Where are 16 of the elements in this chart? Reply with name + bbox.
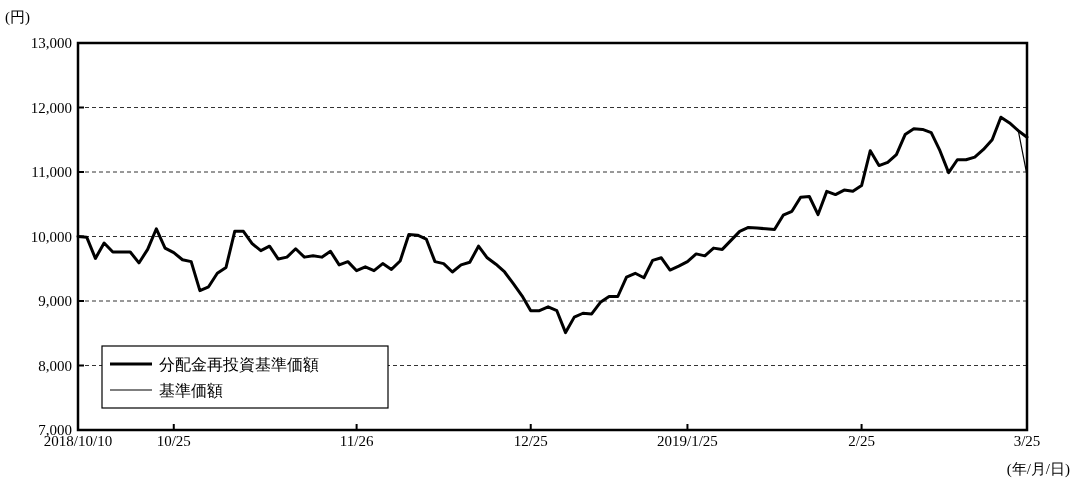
y-tick-label: 8,000 xyxy=(38,357,72,374)
x-tick-label: 10/25 xyxy=(156,433,191,449)
y-tick-label: 11,000 xyxy=(31,164,72,180)
x-tick-label: 12/25 xyxy=(513,433,548,449)
y-tick-label: 12,000 xyxy=(30,99,72,116)
x-tick-label: 2/25 xyxy=(848,433,875,449)
x-tick-label: 3/25 xyxy=(1013,433,1041,449)
y-tick-label: 9,000 xyxy=(38,293,72,309)
x-tick-label: 2019/1/25 xyxy=(657,433,718,449)
legend-label: 基準価額 xyxy=(159,382,223,399)
x-tick-label: 11/26 xyxy=(339,433,374,449)
y-axis-title: (円) xyxy=(5,9,30,26)
legend-label: 分配金再投資基準価額 xyxy=(159,356,319,373)
y-tick-label: 13,000 xyxy=(30,35,72,51)
x-axis-title: (年/月/日) xyxy=(1006,461,1070,478)
y-tick-label: 10,000 xyxy=(30,228,72,245)
